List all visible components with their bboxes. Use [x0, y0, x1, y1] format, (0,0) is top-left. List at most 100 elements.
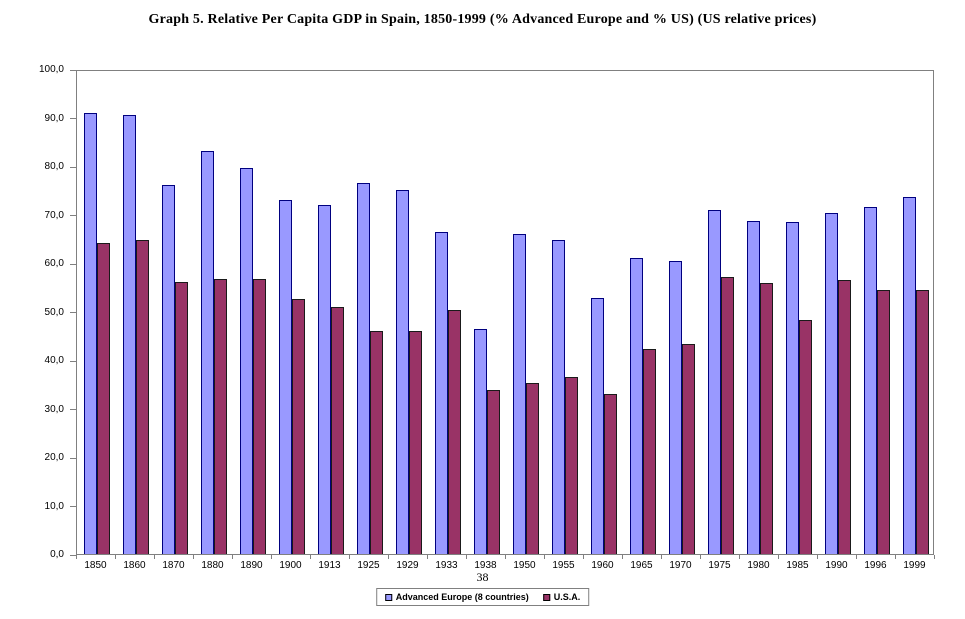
x-tick-mark [232, 555, 233, 559]
x-tick-label: 1880 [201, 560, 224, 571]
bar-usa-1950 [526, 383, 539, 554]
x-tick-mark [349, 555, 350, 559]
bar-usa-1933 [448, 310, 461, 554]
bar-usa-1913 [331, 307, 344, 554]
y-tick-mark [70, 118, 76, 119]
page-number: 38 [476, 570, 489, 584]
x-tick-label: 1850 [84, 560, 107, 571]
y-tick-label: 80,0 [44, 161, 64, 172]
bar-usa-1996 [877, 290, 890, 554]
y-tick-label: 60,0 [44, 258, 64, 269]
bar-advanced-europe-1925 [357, 183, 370, 554]
y-tick-mark [70, 312, 76, 313]
y-tick-mark [70, 554, 76, 556]
x-tick-label: 1965 [630, 560, 653, 571]
x-tick-mark [661, 555, 662, 559]
legend-swatch [384, 593, 392, 601]
y-tick-mark [70, 166, 76, 168]
x-tick-label: 1929 [396, 560, 419, 571]
bar-usa-1985 [799, 320, 812, 554]
x-tick-mark [583, 555, 584, 559]
x-tick-mark [193, 555, 194, 559]
bar-advanced-europe-1850 [84, 113, 97, 554]
bar-advanced-europe-1980 [747, 221, 760, 554]
x-tick-mark [505, 555, 506, 559]
x-tick-label: 1933 [435, 560, 458, 571]
y-tick-label: 30,0 [44, 403, 64, 415]
bar-advanced-europe-1999 [903, 197, 916, 554]
x-tick-label: 1890 [240, 560, 263, 571]
x-tick-mark [271, 555, 272, 559]
bar-advanced-europe-1975 [708, 210, 721, 554]
x-tick-label: 1870 [162, 560, 185, 571]
y-tick-label: 10,0 [44, 500, 64, 512]
bar-usa-1870 [175, 282, 188, 554]
legend-label: U.S.A. [553, 592, 581, 602]
bar-usa-1990 [838, 280, 851, 554]
bar-usa-1900 [292, 299, 305, 554]
legend: Advanced Europe (8 countries) U.S.A. [375, 588, 590, 606]
bar-advanced-europe-1929 [396, 190, 409, 554]
bar-advanced-europe-1970 [669, 261, 682, 554]
chart-title: Graph 5. Relative Per Capita GDP in Spai… [148, 12, 817, 27]
y-tick-label: 100,0 [38, 64, 64, 75]
bar-advanced-europe-1860 [123, 115, 136, 554]
x-tick-mark [115, 555, 116, 559]
x-tick-mark [76, 555, 77, 559]
x-tick-mark [895, 555, 896, 559]
x-tick-label: 1980 [747, 560, 770, 571]
y-tick-label: 50,0 [44, 306, 64, 318]
y-tick-mark [70, 360, 76, 362]
x-tick-mark [934, 555, 935, 559]
y-tick-label: 0,0 [50, 549, 64, 560]
x-tick-mark [622, 555, 623, 559]
x-tick-mark [778, 555, 779, 559]
y-tick-mark [70, 457, 76, 459]
x-tick-label: 1925 [357, 560, 380, 571]
legend-label: Advanced Europe (8 countries) [395, 592, 529, 602]
bar-usa-1965 [643, 349, 656, 554]
bar-advanced-europe-1938 [474, 329, 487, 554]
bar-advanced-europe-1880 [201, 151, 214, 554]
y-tick-label: 40,0 [44, 355, 64, 366]
x-tick-label: 1913 [318, 560, 341, 571]
y-tick-mark [70, 263, 76, 265]
x-tick-label: 1955 [552, 560, 575, 571]
bar-advanced-europe-1933 [435, 232, 448, 554]
x-tick-mark [544, 555, 545, 559]
x-tick-mark [856, 555, 857, 559]
x-tick-mark [739, 555, 740, 559]
x-tick-mark [310, 555, 311, 559]
x-tick-label: 1996 [864, 560, 887, 571]
y-tick-label: 90,0 [44, 112, 64, 124]
x-tick-mark [388, 555, 389, 559]
x-tick-label: 1860 [123, 560, 146, 571]
y-tick-mark [70, 69, 76, 71]
bar-usa-1880 [214, 279, 227, 554]
y-tick-label: 20,0 [44, 452, 64, 463]
bar-advanced-europe-1965 [630, 258, 643, 554]
x-tick-label: 1999 [903, 560, 926, 571]
bar-advanced-europe-1955 [552, 240, 565, 554]
bar-usa-1980 [760, 283, 773, 554]
bar-advanced-europe-1913 [318, 205, 331, 554]
bar-advanced-europe-1900 [279, 200, 292, 554]
bar-usa-1999 [916, 290, 929, 554]
bar-advanced-europe-1990 [825, 213, 838, 554]
bar-usa-1929 [409, 331, 422, 554]
legend-swatch [542, 593, 550, 601]
bar-usa-1955 [565, 377, 578, 554]
x-tick-label: 1985 [786, 560, 809, 571]
bar-usa-1960 [604, 394, 617, 554]
legend-item: U.S.A. [542, 592, 581, 602]
x-tick-label: 1970 [669, 560, 692, 571]
x-tick-mark [817, 555, 818, 559]
x-tick-label: 1938 [474, 560, 497, 571]
y-tick-mark [70, 409, 76, 410]
y-tick-label: 70,0 [44, 209, 64, 221]
bar-advanced-europe-1870 [162, 185, 175, 554]
bar-advanced-europe-1996 [864, 207, 877, 554]
x-tick-mark [154, 555, 155, 559]
bar-usa-1850 [97, 243, 110, 554]
